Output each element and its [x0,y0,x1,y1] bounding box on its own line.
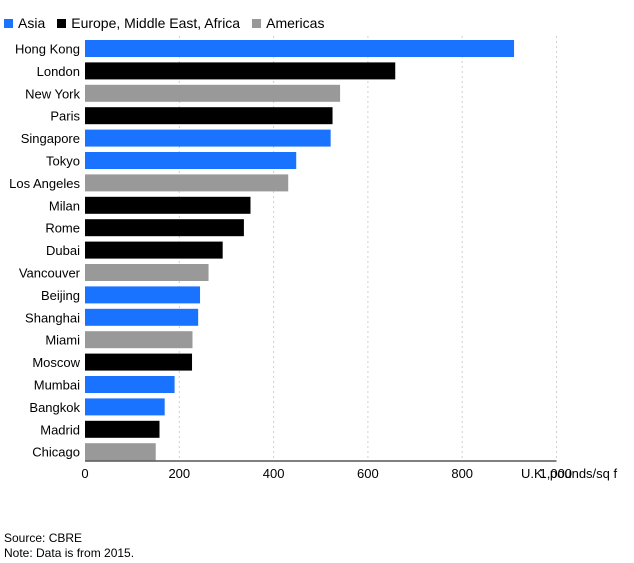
bar-milan [85,196,251,214]
legend-swatch [252,18,262,28]
legend-item-americas: Americas [252,15,324,31]
label-mumbai: Mumbai [34,378,80,393]
label-london: London [37,64,80,79]
label-shanghai: Shanghai [25,310,80,325]
label-moscow: Moscow [32,355,80,370]
label-los-angeles: Los Angeles [9,176,80,191]
legend-label: Americas [266,15,325,31]
label-rome: Rome [45,221,80,236]
label-miami: Miami [45,333,80,348]
bar-mumbai [85,376,175,393]
legend-swatch [4,18,13,28]
bar-singapore [85,129,331,147]
bar-chart: Hong Kong London New York Paris Singapore Tok… [9,36,617,481]
legend-item-asia: Asia [4,15,45,31]
bar-london [85,62,396,80]
bar-rome [85,219,244,237]
source-note: Source: CBRE [4,531,83,545]
bar-dubai [85,241,223,259]
category-labels: Hong Kong London New York Paris Singapore Tok… [9,42,81,460]
label-hong-kong: Hong Kong [15,42,80,57]
label-beijing: Beijing [41,288,80,303]
bar-bangkok [85,398,165,416]
label-dubai: Dubai [46,243,80,258]
notes: Source: CBRE Note: Data is from 2015. [4,531,134,561]
label-paris: Paris [50,109,80,124]
bars [85,40,515,461]
bar-tokyo [85,152,297,169]
label-tokyo: Tokyo [46,154,80,169]
bar-moscow [85,353,193,371]
label-singapore: Singapore [21,131,80,146]
label-madrid: Madrid [40,422,80,437]
bar-shanghai [85,308,199,326]
label-new-york: New York [25,86,80,101]
x-tick-400: 400 [263,466,285,481]
label-chicago: Chicago [32,445,80,460]
bar-new-york [85,84,341,102]
x-tick-600: 600 [357,466,379,481]
legend-item-europe-middle-east-africa: Europe, Middle East, Africa [57,15,240,31]
x-tick-800: 800 [451,466,473,481]
x-unit-label: U.K. pounds/sq f [521,466,617,481]
label-milan: Milan [49,198,80,213]
label-bangkok: Bangkok [29,400,80,415]
bar-vancouver [85,264,209,281]
x-tick-200: 200 [168,466,190,481]
legend: Asia Europe, Middle East, Africa Americas [4,12,324,34]
legend-swatch [57,18,67,28]
bar-los-angeles [85,174,289,192]
legend-label: Asia [18,15,46,31]
x-tick-0: 0 [81,466,88,481]
x-tick-1000: 1,000 [540,466,573,481]
data-note: Note: Data is from 2015. [4,546,135,560]
bar-madrid [85,420,160,438]
bar-miami [85,331,193,349]
bar-chicago [85,443,156,461]
gridlines [178,36,557,461]
bar-beijing [85,286,201,304]
bar-hong-kong [85,40,515,57]
label-vancouver: Vancouver [19,266,81,281]
bar-paris [85,107,333,125]
legend-label: Europe, Middle East, Africa [71,15,241,31]
